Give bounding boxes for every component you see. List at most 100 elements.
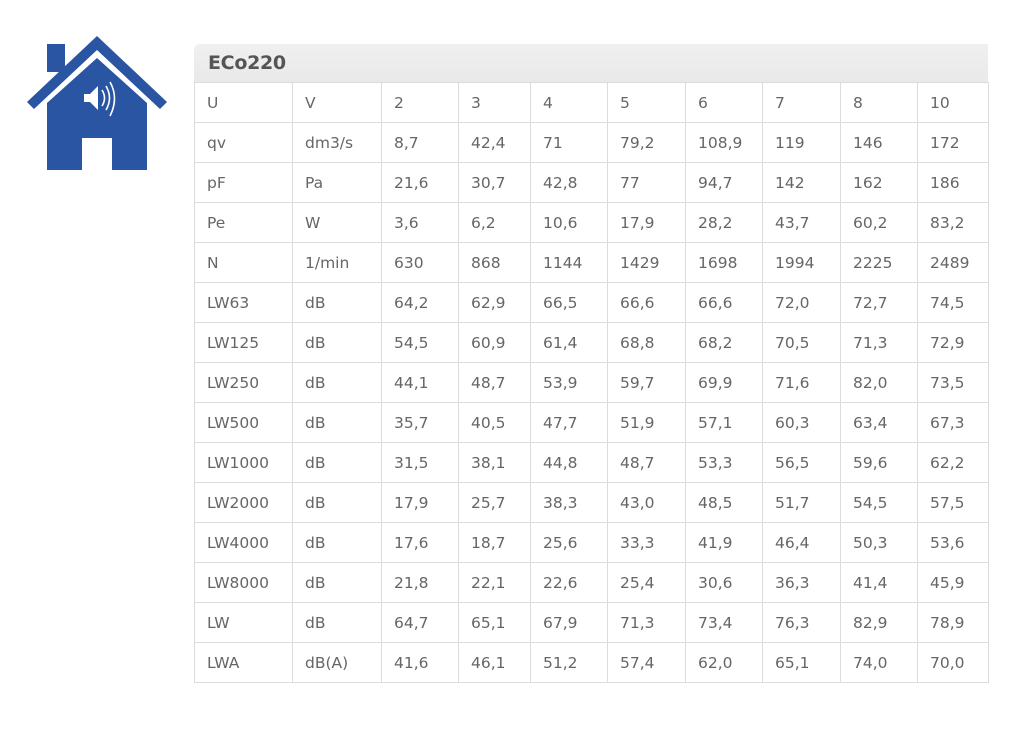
value-cell: 78,9 (917, 602, 989, 643)
table-row: LW125 dB 54,5 60,9 61,4 68,8 68,2 70,5 71,3 72,9 (194, 322, 989, 363)
unit-cell: Pa (292, 162, 382, 203)
table-row: N 1/min 630 868 1144 1429 1698 1994 2225 2489 (194, 242, 989, 283)
value-cell: 57,1 (685, 402, 763, 443)
table-row: LW1000 dB 31,5 38,1 44,8 48,7 53,3 56,5 59,6 62,2 (194, 442, 989, 483)
value-cell: 70,5 (762, 322, 841, 363)
value-cell: 94,7 (685, 162, 763, 203)
value-cell: 68,2 (685, 322, 763, 363)
value-cell: 22,1 (458, 562, 531, 603)
row-label-cell: LW250 (194, 362, 293, 403)
value-cell: 146 (840, 122, 918, 163)
row-label-cell: pF (194, 162, 293, 203)
value-cell: 66,5 (530, 282, 608, 323)
value-cell: 44,1 (381, 362, 459, 403)
value-cell: 63,4 (840, 402, 918, 443)
value-cell: 74,5 (917, 282, 989, 323)
value-cell: 51,9 (607, 402, 686, 443)
table-row: qv dm3/s 8,7 42,4 71 79,2 108,9 119 146 172 (194, 122, 989, 163)
value-cell: 43,0 (607, 482, 686, 523)
table-row: U V 2 3 4 5 6 7 8 10 (194, 82, 989, 123)
value-cell: 62,0 (685, 642, 763, 683)
value-cell: 42,8 (530, 162, 608, 203)
value-cell: 66,6 (685, 282, 763, 323)
value-cell: 82,9 (840, 602, 918, 643)
spec-table-panel: ECo220 U V 2 3 4 5 6 7 8 10 qv dm3/s 8,7 42,4 71 79,2 10… (194, 44, 989, 683)
value-cell: 41,4 (840, 562, 918, 603)
value-cell: 17,9 (607, 202, 686, 243)
unit-cell: dB (292, 522, 382, 563)
value-cell: 67,9 (530, 602, 608, 643)
unit-cell: V (292, 82, 382, 123)
value-cell: 8,7 (381, 122, 459, 163)
row-label-cell: qv (194, 122, 293, 163)
value-cell: 28,2 (685, 202, 763, 243)
row-label-cell: LW2000 (194, 482, 293, 523)
value-cell: 2225 (840, 242, 918, 283)
value-cell: 69,9 (685, 362, 763, 403)
value-cell: 60,9 (458, 322, 531, 363)
value-cell: 6,2 (458, 202, 531, 243)
value-cell: 21,6 (381, 162, 459, 203)
row-label-cell: LW125 (194, 322, 293, 363)
value-cell: 41,9 (685, 522, 763, 563)
value-cell: 108,9 (685, 122, 763, 163)
value-cell: 51,2 (530, 642, 608, 683)
value-cell: 38,3 (530, 482, 608, 523)
table-row: pF Pa 21,6 30,7 42,8 77 94,7 142 162 186 (194, 162, 989, 203)
value-cell: 79,2 (607, 122, 686, 163)
value-cell: 48,7 (458, 362, 531, 403)
value-cell: 630 (381, 242, 459, 283)
house-speaker-icon (27, 36, 167, 170)
value-cell: 82,0 (840, 362, 918, 403)
value-cell: 70,0 (917, 642, 989, 683)
value-cell: 72,7 (840, 282, 918, 323)
value-cell: 61,4 (530, 322, 608, 363)
value-cell: 2489 (917, 242, 989, 283)
row-label-cell: LW (194, 602, 293, 643)
value-cell: 36,3 (762, 562, 841, 603)
value-cell: 18,7 (458, 522, 531, 563)
value-cell: 30,6 (685, 562, 763, 603)
value-cell: 25,4 (607, 562, 686, 603)
value-cell: 40,5 (458, 402, 531, 443)
value-cell: 62,2 (917, 442, 989, 483)
value-cell: 65,1 (458, 602, 531, 643)
value-cell: 2 (381, 82, 459, 123)
value-cell: 66,6 (607, 282, 686, 323)
table-row: LW4000 dB 17,6 18,7 25,6 33,3 41,9 46,4 50,3 53,6 (194, 522, 989, 563)
value-cell: 6 (685, 82, 763, 123)
value-cell: 3 (458, 82, 531, 123)
row-label-cell: LW500 (194, 402, 293, 443)
value-cell: 45,9 (917, 562, 989, 603)
value-cell: 54,5 (840, 482, 918, 523)
value-cell: 44,8 (530, 442, 608, 483)
unit-cell: dB (292, 322, 382, 363)
value-cell: 46,4 (762, 522, 841, 563)
unit-cell: dB (292, 442, 382, 483)
value-cell: 57,4 (607, 642, 686, 683)
roof (27, 36, 167, 109)
value-cell: 64,7 (381, 602, 459, 643)
unit-cell: dB (292, 402, 382, 443)
value-cell: 71,6 (762, 362, 841, 403)
value-cell: 71 (530, 122, 608, 163)
value-cell: 67,3 (917, 402, 989, 443)
value-cell: 76,3 (762, 602, 841, 643)
value-cell: 30,7 (458, 162, 531, 203)
value-cell: 71,3 (607, 602, 686, 643)
value-cell: 25,7 (458, 482, 531, 523)
value-cell: 53,9 (530, 362, 608, 403)
value-cell: 5 (607, 82, 686, 123)
value-cell: 1144 (530, 242, 608, 283)
value-cell: 53,6 (917, 522, 989, 563)
value-cell: 21,8 (381, 562, 459, 603)
value-cell: 50,3 (840, 522, 918, 563)
value-cell: 186 (917, 162, 989, 203)
row-label-cell: LW1000 (194, 442, 293, 483)
value-cell: 60,2 (840, 202, 918, 243)
table-title: ECo220 (208, 52, 286, 74)
value-cell: 43,7 (762, 202, 841, 243)
value-cell: 53,3 (685, 442, 763, 483)
table-row: LW63 dB 64,2 62,9 66,5 66,6 66,6 72,0 72,7 74,5 (194, 282, 989, 323)
value-cell: 162 (840, 162, 918, 203)
